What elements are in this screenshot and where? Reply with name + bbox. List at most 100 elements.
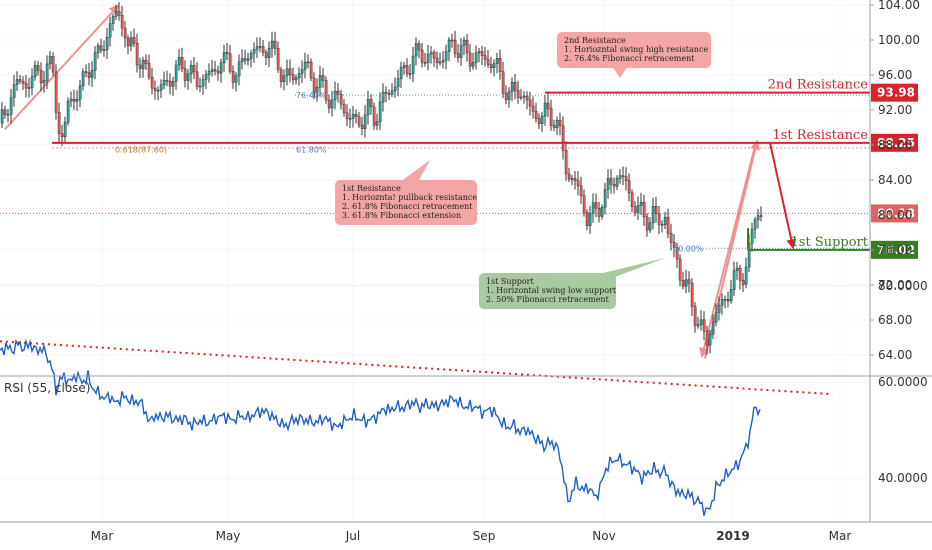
candle-body: [195, 71, 199, 87]
candle-body: [105, 37, 109, 50]
candle-body: [6, 113, 10, 116]
candle: [117, 2, 121, 21]
price-badge-label: 93.98: [877, 86, 915, 100]
candle: [210, 59, 214, 77]
note-line: 1. Horioznta! pullback resistance: [342, 193, 477, 202]
note-tail: [595, 258, 665, 278]
candle: [105, 27, 109, 59]
candle: [282, 69, 286, 91]
candle: [621, 166, 625, 186]
candle-body: [156, 89, 160, 92]
y-tick-label: 96.00: [878, 68, 912, 82]
note-line: 1. Horiozntal swing high resistance: [564, 45, 708, 54]
candle-body: [234, 75, 238, 83]
candle-body: [537, 118, 541, 124]
candle-body: [297, 73, 301, 79]
candle-body: [351, 114, 355, 119]
candle: [576, 171, 580, 196]
candle: [489, 56, 493, 74]
candle: [744, 257, 748, 289]
candle-body: [18, 79, 22, 82]
candle-body: [267, 48, 271, 58]
candle: [279, 66, 283, 88]
fib-label: 76.40%: [296, 91, 327, 100]
y-tick-label: 64.00: [878, 348, 912, 362]
candle-body: [408, 73, 412, 75]
candle: [48, 50, 52, 70]
candle-body: [150, 77, 154, 89]
candle-body: [51, 56, 55, 73]
candle-body: [24, 83, 28, 89]
candle: [285, 59, 289, 86]
candle-body: [111, 16, 115, 24]
candle: [21, 76, 25, 91]
candle: [534, 102, 538, 123]
candle: [684, 269, 688, 294]
candle-body: [519, 96, 523, 99]
candle: [177, 48, 181, 71]
candle: [471, 52, 475, 70]
candle-body: [144, 60, 148, 64]
candle-body: [39, 70, 43, 84]
candle-body: [159, 84, 163, 91]
candle: [63, 116, 67, 144]
candle: [9, 89, 13, 124]
note-line: 1. Horizontal swing low support: [486, 286, 617, 295]
candle: [6, 108, 10, 123]
candle-body: [222, 52, 226, 63]
candle-body: [702, 319, 706, 332]
y-tick-label: 84.00: [878, 173, 912, 187]
labels-layer: 76.40% 0.618(87.60) 61.80% 50.00% 2nd Resist…: [0, 32, 918, 309]
candle-body: [318, 75, 322, 88]
candle-body: [369, 99, 373, 108]
candle-body: [132, 37, 136, 44]
candle-body: [738, 267, 742, 281]
candle-body: [291, 74, 295, 81]
candle: [264, 49, 268, 66]
candle: [225, 42, 229, 61]
candle-body: [96, 45, 100, 53]
projection-arrow: [769, 142, 797, 250]
candle-body: [36, 65, 40, 71]
candle: [198, 77, 202, 93]
candle-body: [699, 319, 703, 326]
candle: [255, 37, 259, 58]
candle: [381, 83, 385, 112]
candle-body: [495, 58, 499, 64]
candle: [525, 91, 529, 110]
candle-body: [594, 202, 598, 209]
candle: [702, 311, 706, 340]
candle: [411, 46, 415, 83]
candle-body: [705, 331, 709, 346]
candle: [66, 97, 70, 126]
x-tick-label: 2019: [716, 529, 749, 543]
rsi-tick-label: 40.0000: [878, 471, 928, 485]
candle: [93, 46, 97, 80]
candle: [654, 196, 658, 223]
rsi-tick-label: 80.0000: [878, 279, 928, 293]
candle: [669, 223, 673, 251]
candle: [492, 59, 496, 77]
candle-body: [54, 71, 58, 113]
candle: [186, 69, 190, 90]
note-line: 2nd Resistance: [564, 36, 626, 45]
candle-body: [573, 178, 577, 181]
candle: [417, 40, 421, 59]
candle: [396, 69, 400, 97]
candle-body: [189, 65, 193, 75]
candle: [555, 116, 559, 135]
y-tick-label: 72.00: [878, 278, 912, 292]
candle: [606, 169, 610, 199]
candle-body: [429, 52, 433, 55]
candle: [345, 104, 349, 127]
candle: [213, 60, 217, 76]
candle: [165, 70, 169, 87]
candle: [141, 56, 145, 78]
candle-body: [63, 122, 67, 137]
candle-body: [465, 39, 469, 54]
candle: [678, 254, 682, 287]
candle-body: [258, 46, 262, 48]
candle-body: [657, 213, 661, 225]
candle: [189, 60, 193, 84]
